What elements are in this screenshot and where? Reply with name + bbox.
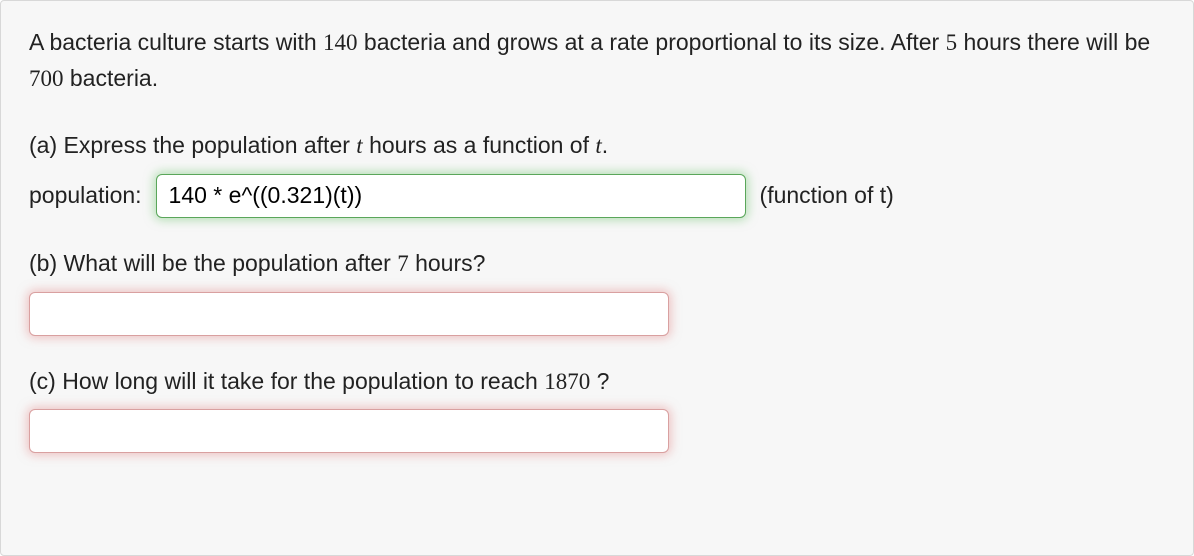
question-text: hours as a function of [363, 132, 596, 158]
statement-text: bacteria and grows at a rate proportiona… [358, 29, 946, 55]
part-c-question: (c) How long will it take for the popula… [29, 364, 1165, 400]
statement-number: 5 [946, 30, 958, 55]
question-number: 7 [397, 251, 409, 276]
question-text: (c) How long will it take for the popula… [29, 368, 544, 394]
part-a-answer-input[interactable] [156, 174, 746, 218]
part-b-answer-row [29, 292, 1165, 336]
statement-text: hours there will be [957, 29, 1150, 55]
part-c: (c) How long will it take for the popula… [29, 364, 1165, 454]
question-text: (b) What will be the population after [29, 250, 397, 276]
part-b: (b) What will be the population after 7 … [29, 246, 1165, 336]
question-text: (a) Express the population after [29, 132, 356, 158]
question-text: . [602, 132, 608, 158]
part-a: (a) Express the population after t hours… [29, 128, 1165, 218]
part-b-question: (b) What will be the population after 7 … [29, 246, 1165, 282]
statement-text: bacteria. [64, 65, 159, 91]
problem-container: A bacteria culture starts with 140 bacte… [0, 0, 1194, 556]
question-text: hours? [409, 250, 486, 276]
question-text: ? [590, 368, 609, 394]
function-of-t-hint: (function of t) [760, 178, 894, 214]
statement-number: 140 [323, 30, 358, 55]
part-c-answer-row [29, 409, 1165, 453]
statement-text: A bacteria culture starts with [29, 29, 323, 55]
problem-statement: A bacteria culture starts with 140 bacte… [29, 25, 1165, 96]
part-a-question: (a) Express the population after t hours… [29, 128, 1165, 164]
part-c-answer-input[interactable] [29, 409, 669, 453]
statement-number: 700 [29, 66, 64, 91]
population-label: population: [29, 178, 142, 214]
part-b-answer-input[interactable] [29, 292, 669, 336]
part-a-answer-row: population: (function of t) [29, 174, 1165, 218]
question-number: 1870 [544, 369, 590, 394]
